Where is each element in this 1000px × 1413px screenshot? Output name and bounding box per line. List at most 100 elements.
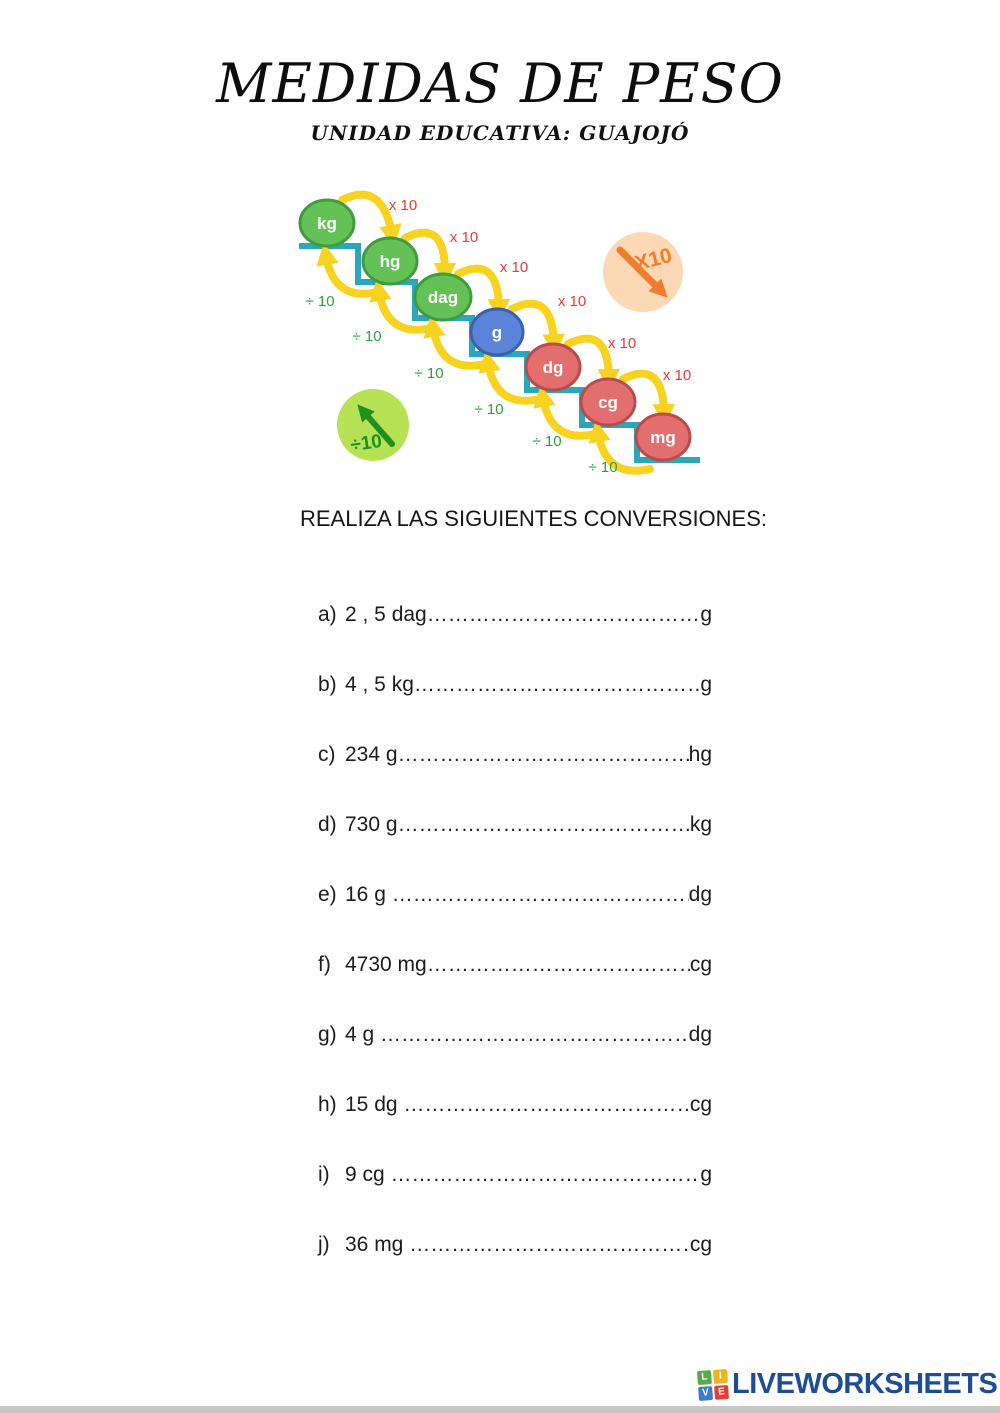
exercise-label: f) [318, 953, 331, 976]
exercise-label: g) [318, 1023, 337, 1046]
exercise-value: 4730 mg [345, 953, 427, 976]
cg-label: cg [598, 393, 618, 412]
exercise-target-unit: g [700, 673, 712, 696]
exercise-row-a: a) 2 , 5 dag……………………………………………………………………………… [318, 604, 712, 626]
page-bottom-edge [0, 1406, 1000, 1413]
g-oval [469, 307, 525, 357]
logo-square-l: L [696, 1369, 712, 1385]
kg-oval [298, 198, 356, 248]
logo-square-i: I [712, 1368, 728, 1384]
exercise-target-unit: hg [688, 743, 712, 766]
divide-arrow-icon [369, 278, 435, 334]
multiply-arrow-icon [454, 264, 511, 322]
multiply-label: x 10 [608, 335, 636, 352]
divide-arrow-icon [533, 384, 599, 440]
dotted-leader: …………………………………………………………………………………………………………… [380, 1024, 689, 1046]
exercise-row-e: e) 16 g ………………………………………………………………………………………… [318, 884, 712, 906]
unit-oval-kg: kg [298, 198, 356, 248]
dotted-leader: …………………………………………………………………………………………………………… [426, 604, 701, 626]
divide-arrow-icon [588, 419, 654, 475]
divide-label: ÷ 10 [474, 401, 503, 418]
page-title: MEDIDAS DE PESO [216, 52, 784, 115]
hg-oval [361, 236, 419, 286]
exercise-label: a) [318, 603, 337, 626]
divide-label: ÷ 10 [352, 328, 381, 345]
divide-arrows [316, 242, 654, 475]
exercise-target-unit: cg [689, 1093, 712, 1116]
exercise-value: 36 mg [345, 1233, 410, 1256]
exercise-value: 9 cg [345, 1163, 391, 1186]
unit-oval-g: g [469, 307, 525, 357]
liveworksheets-logo[interactable]: L I V E LIVEWORKSHEETS [696, 1368, 998, 1401]
multiply-arrow-icon [619, 369, 676, 427]
dotted-leader: …………………………………………………………………………………………………………… [397, 744, 689, 766]
exercise-label: h) [318, 1093, 337, 1116]
divide-labels: ÷ 10 ÷ 10 ÷ 10 ÷ 10 ÷ 10 ÷ 10 [305, 293, 617, 476]
exercise-target-unit: dg [688, 1023, 712, 1046]
exercise-label: c) [318, 743, 336, 766]
exercise-row-g: g) 4 g …………………………………………………………………………………………… [318, 1024, 712, 1046]
unit-oval-dg: dg [524, 342, 582, 392]
dotted-leader: …………………………………………………………………………………………………………… [426, 954, 690, 976]
exercise-label: j) [318, 1233, 330, 1256]
unit-oval-hg: hg [361, 236, 419, 286]
divide-badge-label: ÷10 [349, 431, 383, 456]
mg-oval [634, 412, 692, 462]
exercise-target-unit: cg [689, 1233, 712, 1256]
divide-label: ÷ 10 [305, 293, 334, 310]
dotted-leader: …………………………………………………………………………………………………………… [391, 884, 689, 906]
multiply-arrow-icon [564, 334, 621, 392]
logo-square-e: E [714, 1384, 730, 1400]
exercise-list: a)2 , 5 dag……………………………………………………………………………… [318, 604, 712, 1304]
hg-label: hg [380, 252, 401, 271]
dotted-leader: …………………………………………………………………………………………………………… [413, 674, 700, 696]
unit-ovals: kg hg dag g dg [298, 198, 692, 462]
multiply-arrows [338, 190, 676, 427]
exercise-target-unit: dg [688, 883, 712, 906]
cg-oval [579, 377, 637, 427]
divide-arrow-icon [478, 349, 544, 405]
dotted-leader: …………………………………………………………………………………………………………… [403, 1094, 689, 1116]
kg-label: kg [317, 214, 337, 233]
divide-arrow-icon [423, 314, 489, 370]
exercise-value: 730 g [345, 813, 398, 836]
exercise-label: e) [318, 883, 337, 906]
page-subtitle: UNIDAD EDUCATIVA: GUAJOJÓ [310, 121, 690, 145]
section-heading: REALIZA LAS SIGUIENTES CONVERSIONES: [300, 506, 768, 531]
exercise-target-unit: g [700, 603, 712, 626]
exercise-value: 15 dg [345, 1093, 404, 1116]
dag-oval [413, 272, 473, 322]
multiply-label: x 10 [663, 367, 691, 384]
exercise-label: d) [318, 813, 337, 836]
multiply-badge-arrow-icon [616, 246, 668, 298]
mg-label: mg [650, 428, 676, 447]
dg-label: dg [543, 358, 564, 377]
exercise-row-c: c) 234 g………………………………………………………………………………………… [318, 744, 712, 766]
multiply-label: x 10 [558, 293, 586, 310]
exercise-row-b: b) 4 , 5 kg………………………………………………………………………………… [318, 674, 712, 696]
exercise-label: b) [318, 673, 337, 696]
unit-oval-mg: mg [634, 412, 692, 462]
dag-label: dag [428, 288, 458, 307]
exercise-value: 4 g [345, 1023, 381, 1046]
divide-badge: ÷10 [337, 389, 409, 461]
exercise-label: i) [318, 1163, 330, 1186]
multiply-badge: X10 [603, 232, 683, 312]
unit-oval-cg: cg [579, 377, 637, 427]
exercise-row-i: i) 9 cg ………………………………………………………………………………………… [318, 1164, 712, 1186]
unit-oval-dag: dag [413, 272, 473, 322]
exercise-row-d: d) 730 g………………………………………………………………………………………… [318, 814, 712, 836]
liveworksheets-logo-text: LIVEWORKSHEETS [732, 1368, 998, 1400]
dg-oval [524, 342, 582, 392]
exercise-row-f: f) 4730 mg…………………………………………………………………………………… [318, 954, 712, 976]
exercise-value: 4 , 5 kg [345, 673, 414, 696]
exercise-target-unit: g [700, 1163, 712, 1186]
multiply-label: x 10 [389, 197, 417, 214]
logo-square-v: V [698, 1385, 714, 1401]
exercise-row-h: h) 15 dg ……………………………………………………………………………………… [318, 1094, 712, 1116]
divide-badge-arrow-icon [357, 404, 395, 447]
multiply-labels: x 10 x 10 x 10 x 10 x 10 x 10 [389, 197, 691, 384]
staircase-svg: x 10 x 10 x 10 x 10 x 10 x 10 ÷ 10 ÷ 10 … [298, 190, 700, 476]
multiply-arrow-icon [401, 228, 457, 286]
